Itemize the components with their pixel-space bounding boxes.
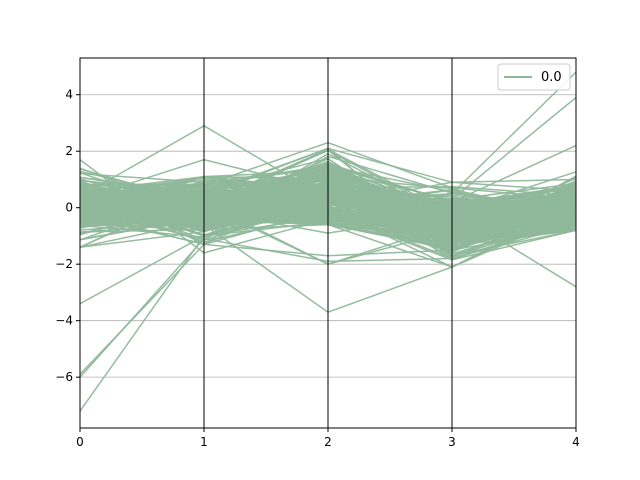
- legend: 0.0: [497, 63, 571, 91]
- x-tick-label: 3: [448, 435, 456, 449]
- x-tick-label: 2: [324, 435, 332, 449]
- axis-verticals: [203, 58, 453, 428]
- x-tick-label: 1: [200, 435, 208, 449]
- x-tick-label: 4: [572, 435, 580, 449]
- legend-box: [497, 63, 571, 91]
- legend-label: 0.0: [541, 70, 562, 85]
- y-tick-label: −6: [55, 370, 73, 384]
- y-tick-label: −2: [55, 257, 73, 271]
- x-tick-label: 0: [76, 435, 84, 449]
- y-tick-label: 0: [65, 201, 73, 215]
- x-axis-ticks: 0 1 2 3 4: [76, 428, 580, 449]
- y-axis-ticks: −6 −4 −2 0 2 4: [55, 88, 80, 384]
- y-tick-label: 2: [65, 144, 73, 158]
- y-tick-label: −4: [55, 314, 73, 328]
- y-tick-label: 4: [65, 88, 73, 102]
